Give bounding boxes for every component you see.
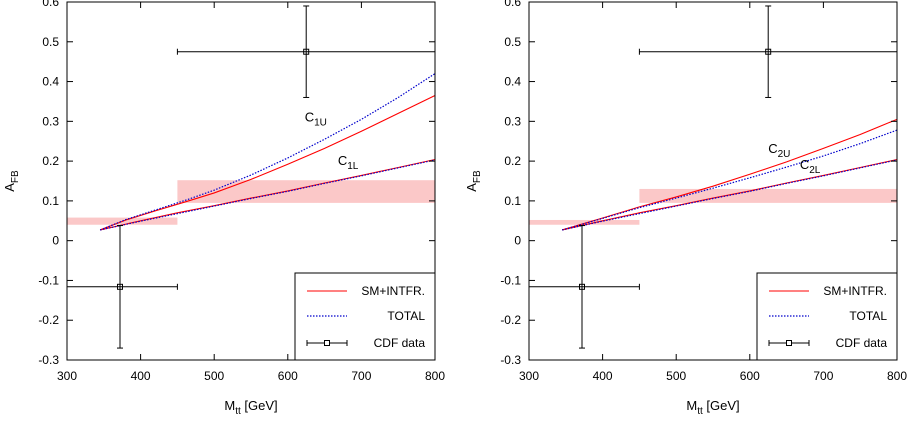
y-tick-label: 0.4 <box>42 75 59 89</box>
y-tick-label: 0.2 <box>504 154 521 168</box>
x-tick-label: 500 <box>666 369 686 383</box>
x-tick-label: 600 <box>278 369 298 383</box>
legend: SM+INTFR. TOTAL CDF data <box>756 272 898 361</box>
series-line-2 <box>99 73 436 231</box>
curve-annotation-2-main: C <box>338 153 347 168</box>
series-line-4 <box>99 159 436 231</box>
y-tick-label: 0.5 <box>42 35 59 49</box>
x-axis-label-main: M <box>686 398 697 413</box>
legend-label-total: TOTAL <box>849 309 887 323</box>
x-axis-label-main: M <box>224 398 235 413</box>
data-marker <box>116 283 123 290</box>
y-tick-label: 0 <box>52 234 59 248</box>
series-line-4 <box>561 159 898 231</box>
x-tick-label: 800 <box>887 369 907 383</box>
legend-label-cdf-data: CDF data <box>836 336 888 350</box>
x-axis-label: Mtt [GeV] <box>224 398 277 417</box>
x-tick-label: 300 <box>519 369 539 383</box>
y-axis-label-main: A <box>464 183 479 192</box>
data-marker <box>303 48 310 55</box>
curve-annotation-2-sub: 2L <box>809 165 821 176</box>
x-tick-label: 600 <box>740 369 760 383</box>
y-tick-label: 0.4 <box>504 75 521 89</box>
data-marker <box>765 48 772 55</box>
curve-annotation-1-sub: 2U <box>778 149 791 160</box>
y-tick-label: -0.1 <box>500 273 521 287</box>
legend: SM+INTFR. TOTAL CDF data <box>294 272 436 361</box>
y-tick-label: -0.3 <box>38 353 59 367</box>
x-tick-label: 400 <box>593 369 613 383</box>
x-axis-label-unit: [GeV] <box>241 398 278 413</box>
y-tick-label: -0.3 <box>500 353 521 367</box>
y-tick-label: 0.5 <box>504 35 521 49</box>
x-axis-label-sub: tt <box>697 406 703 417</box>
curve-annotation-2-main: C <box>800 157 809 172</box>
x-tick-label: 700 <box>813 369 833 383</box>
band-1 <box>529 219 640 225</box>
curve-annotation-1-sub: 1U <box>314 117 327 128</box>
legend-label-sm-intfr: SM+INTFR. <box>823 284 887 298</box>
series-line-1 <box>561 118 898 231</box>
y-tick-label: 0.3 <box>504 114 521 128</box>
cdf-data-point-2 <box>176 5 436 98</box>
cdf-data-point-2 <box>638 5 898 98</box>
y-tick-label: 0.6 <box>504 0 521 9</box>
series-line-1 <box>99 94 436 231</box>
legend-label-cdf-data: CDF data <box>374 336 426 350</box>
band-2 <box>177 180 435 203</box>
band-2 <box>639 188 897 203</box>
data-marker <box>578 283 585 290</box>
curve-annotation-1-main: C <box>768 141 777 156</box>
x-tick-label: 400 <box>131 369 151 383</box>
y-axis-label: AFB <box>464 170 483 192</box>
curve-annotation-2: C2L <box>800 157 821 176</box>
y-tick-label: -0.1 <box>38 273 59 287</box>
curve-annotation-1: C1U <box>305 109 327 128</box>
y-tick-label: 0.2 <box>42 154 59 168</box>
legend-label-sm-intfr: SM+INTFR. <box>361 284 425 298</box>
legend-box <box>294 272 436 361</box>
x-axis-label: Mtt [GeV] <box>686 398 739 417</box>
series-line-2 <box>561 129 898 231</box>
y-axis-label-sub: FB <box>472 170 483 183</box>
y-tick-label: 0.1 <box>42 194 59 208</box>
x-axis-label-sub: tt <box>235 406 241 417</box>
y-tick-label: -0.2 <box>38 313 59 327</box>
x-axis-label-unit: [GeV] <box>703 398 740 413</box>
legend-box <box>756 272 898 361</box>
y-tick-label: 0.1 <box>504 194 521 208</box>
curve-annotation-1-main: C <box>305 109 314 124</box>
legend-label-total: TOTAL <box>387 309 425 323</box>
y-tick-label: 0 <box>514 234 521 248</box>
y-axis-label-sub: FB <box>10 170 21 183</box>
x-tick-label: 500 <box>204 369 224 383</box>
curve-annotation-1: C2U <box>768 141 790 160</box>
legend-swatch-marker <box>786 340 792 346</box>
plot-frame <box>528 1 898 361</box>
plot-frame <box>66 1 436 361</box>
legend-swatch-marker <box>324 340 330 346</box>
y-axis-label: AFB <box>2 170 21 192</box>
chart-1: 300 400 500 600 700 800 -0.3 -0.2 -0.1 0 0.1 0.2 0.3… <box>2 0 445 417</box>
curve-annotation-2-sub: 1L <box>347 161 359 172</box>
y-tick-label: 0.3 <box>42 114 59 128</box>
y-axis-label-main: A <box>2 183 17 192</box>
curve-annotation-2: C1L <box>338 153 359 172</box>
x-tick-label: 800 <box>425 369 445 383</box>
y-tick-label: 0.6 <box>42 0 59 9</box>
cdf-data-point-1 <box>528 225 640 349</box>
y-tick-label: -0.2 <box>500 313 521 327</box>
x-tick-label: 300 <box>57 369 77 383</box>
cdf-data-point-1 <box>66 225 178 349</box>
chart-2: 300 400 500 600 700 800 -0.3 -0.2 -0.1 0 0.1 0.2 0.3… <box>464 0 907 417</box>
x-tick-label: 700 <box>351 369 371 383</box>
